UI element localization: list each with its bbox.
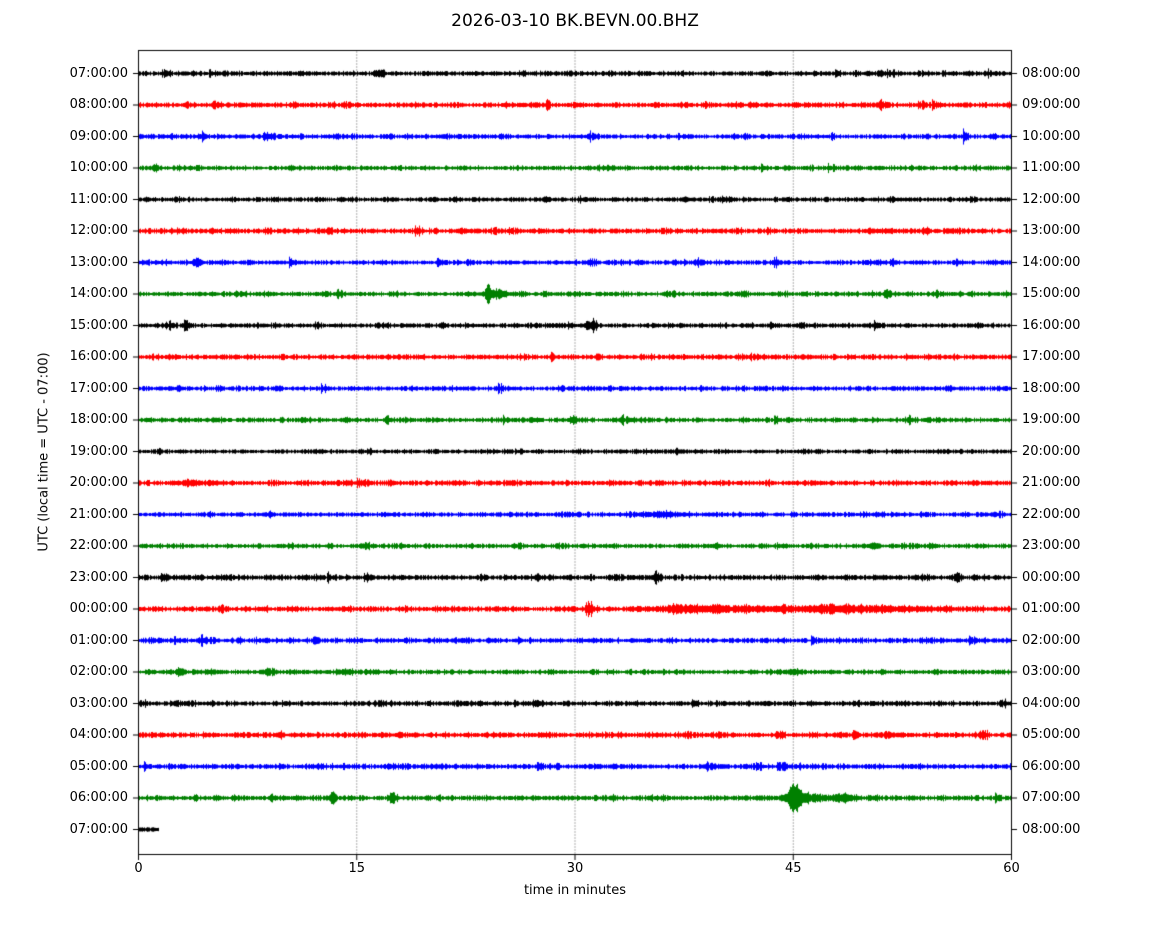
right-time-label: 07:00:00 <box>1022 790 1081 805</box>
left-time-label: 12:00:00 <box>69 223 128 238</box>
right-time-label: 00:00:00 <box>1022 569 1081 585</box>
x-tick-label: 15 <box>348 861 366 876</box>
right-time-label: 22:00:00 <box>1022 506 1081 522</box>
x-tick-label: 60 <box>1003 861 1020 876</box>
left-time-label: 00:00:00 <box>69 601 128 616</box>
x-tick-label: 0 <box>134 861 143 876</box>
right-time-label: 10:00:00 <box>1022 128 1081 144</box>
right-time-label: 16:00:00 <box>1022 317 1081 333</box>
left-time-label: 15:00:00 <box>69 317 128 333</box>
x-axis-label: time in minutes <box>523 883 627 898</box>
right-time-label: 04:00:00 <box>1022 695 1081 711</box>
right-time-label: 17:00:00 <box>1022 349 1081 364</box>
right-time-label: 14:00:00 <box>1022 254 1081 270</box>
left-time-label: 07:00:00 <box>69 65 128 81</box>
right-time-label: 12:00:00 <box>1022 191 1081 207</box>
left-time-label: 22:00:00 <box>69 538 128 553</box>
right-time-label: 08:00:00 <box>1022 65 1081 81</box>
right-time-label: 01:00:00 <box>1022 601 1081 616</box>
left-time-label: 17:00:00 <box>69 380 128 396</box>
left-time-label: 19:00:00 <box>69 443 128 459</box>
right-time-label: 20:00:00 <box>1022 443 1081 459</box>
left-time-label: 11:00:00 <box>69 191 128 207</box>
right-time-label: 08:00:00 <box>1022 821 1081 837</box>
x-tick-label: 45 <box>784 861 802 876</box>
left-time-label: 08:00:00 <box>69 97 128 112</box>
left-time-label: 14:00:00 <box>69 286 128 301</box>
right-time-label: 05:00:00 <box>1022 727 1081 742</box>
left-time-label: 01:00:00 <box>69 632 128 648</box>
right-time-label: 11:00:00 <box>1022 160 1081 175</box>
x-tick-label: 30 <box>566 861 584 876</box>
chart-title: 2026-03-10 BK.BEVN.00.BHZ <box>451 11 699 31</box>
left-time-label: 20:00:00 <box>69 475 128 490</box>
left-time-label: 10:00:00 <box>69 160 128 175</box>
left-time-label: 23:00:00 <box>69 569 128 585</box>
right-time-label: 23:00:00 <box>1022 538 1081 553</box>
right-time-label: 13:00:00 <box>1022 223 1081 238</box>
left-time-label: 06:00:00 <box>69 790 128 805</box>
right-time-label: 02:00:00 <box>1022 632 1081 648</box>
left-time-label: 13:00:00 <box>69 254 128 270</box>
left-time-label: 18:00:00 <box>69 412 128 427</box>
right-time-label: 09:00:00 <box>1022 97 1081 112</box>
left-time-label: 21:00:00 <box>69 506 128 522</box>
left-time-label: 03:00:00 <box>69 695 128 711</box>
right-time-label: 18:00:00 <box>1022 380 1081 396</box>
right-time-label: 21:00:00 <box>1022 475 1081 490</box>
left-time-label: 07:00:00 <box>69 821 128 837</box>
left-time-label: 02:00:00 <box>69 664 128 679</box>
left-time-label: 05:00:00 <box>69 758 128 774</box>
right-time-label: 03:00:00 <box>1022 664 1081 679</box>
right-time-label: 19:00:00 <box>1022 412 1081 427</box>
right-time-label: 06:00:00 <box>1022 758 1081 774</box>
left-time-label: 16:00:00 <box>69 349 128 364</box>
left-time-label: 04:00:00 <box>69 727 128 742</box>
right-time-label: 15:00:00 <box>1022 286 1081 301</box>
left-time-label: 09:00:00 <box>69 128 128 144</box>
